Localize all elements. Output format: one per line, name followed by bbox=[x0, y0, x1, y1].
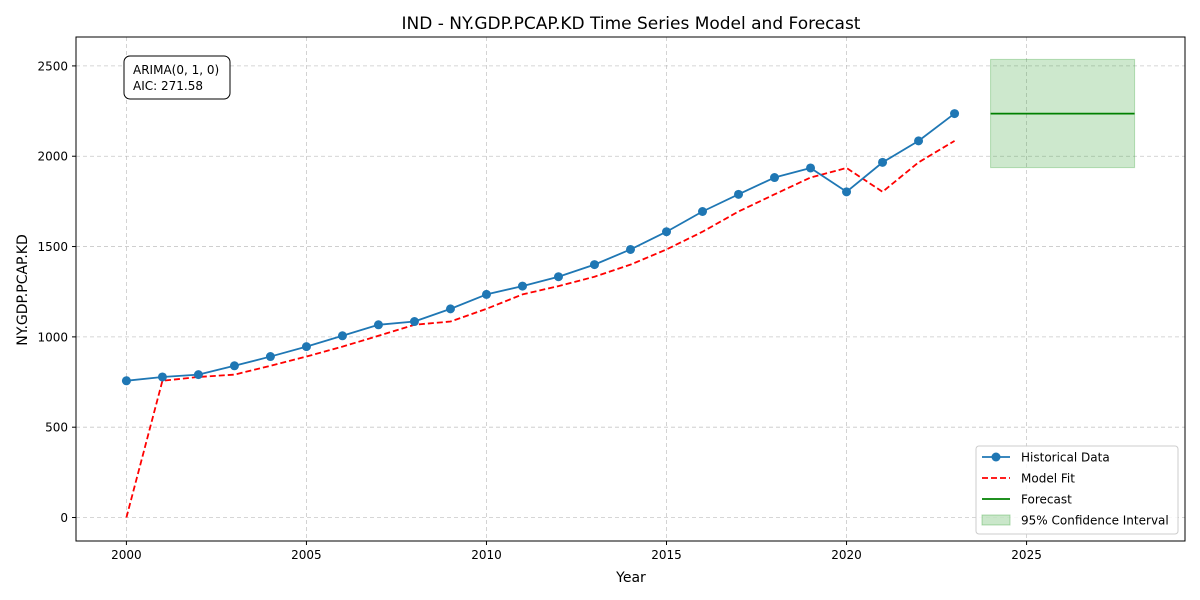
x-tick-label: 2000 bbox=[111, 548, 142, 562]
legend-label-confidence: 95% Confidence Interval bbox=[1021, 514, 1169, 528]
y-tick-label: 2500 bbox=[37, 59, 68, 73]
x-tick-label: 2010 bbox=[471, 548, 502, 562]
series-line-model-fit bbox=[125, 140, 956, 518]
legend-label-historical: Historical Data bbox=[1021, 451, 1110, 465]
x-axis-label: Year bbox=[615, 570, 646, 586]
historical-data-point bbox=[698, 207, 708, 217]
series-layer bbox=[121, 109, 1135, 518]
legend-marker-historical bbox=[991, 452, 1001, 462]
historical-data-point bbox=[770, 173, 780, 183]
historical-data-point bbox=[734, 189, 744, 199]
y-axis-label: NY.GDP.PCAP.KD bbox=[15, 234, 31, 345]
x-tick-label: 2005 bbox=[291, 548, 322, 562]
y-tick-label: 1500 bbox=[37, 240, 68, 254]
y-tick-label: 0 bbox=[60, 511, 68, 525]
historical-data-point bbox=[950, 109, 960, 119]
historical-data-point bbox=[301, 342, 311, 352]
historical-data-point bbox=[517, 281, 527, 291]
historical-data-point bbox=[337, 331, 347, 341]
historical-data-point bbox=[409, 317, 419, 327]
historical-data-point bbox=[662, 227, 672, 237]
legend-item-model-fit: Model Fit bbox=[982, 472, 1075, 486]
historical-data-point bbox=[842, 187, 852, 197]
legend-label-model-fit: Model Fit bbox=[1021, 472, 1075, 486]
historical-data-point bbox=[626, 244, 635, 254]
model-info-box: ARIMA(0, 1, 0) AIC: 271.58 bbox=[123, 55, 231, 100]
legend-label-forecast: Forecast bbox=[1021, 493, 1072, 507]
legend-swatch-confidence bbox=[981, 514, 1011, 526]
historical-data-point bbox=[157, 372, 167, 382]
historical-data-point bbox=[121, 376, 131, 386]
historical-data-point bbox=[229, 361, 239, 371]
historical-data-point bbox=[481, 289, 491, 299]
plot-frame bbox=[75, 36, 1186, 542]
chart-title: IND - NY.GDP.PCAP.KD Time Series Model a… bbox=[402, 14, 861, 34]
x-tick-label: 2020 bbox=[831, 548, 862, 562]
tick-layer: 2000 2005 2010 2015 2020 2025 0 500 1000 1500 2000… bbox=[37, 59, 1041, 562]
historical-data-point bbox=[373, 320, 383, 330]
model-info-frame bbox=[123, 55, 231, 100]
legend-item-forecast: Forecast bbox=[982, 493, 1072, 507]
historical-data-point bbox=[589, 260, 599, 270]
x-tick-label: 2015 bbox=[651, 548, 682, 562]
model-aic-text: AIC: 271.58 bbox=[133, 79, 203, 93]
historical-data-point bbox=[806, 163, 816, 173]
x-tick-label: 2025 bbox=[1011, 548, 1042, 562]
y-tick-label: 1000 bbox=[37, 330, 68, 344]
legend: Historical Data Model Fit Forecast 95% C… bbox=[975, 445, 1179, 535]
y-tick-label: 500 bbox=[45, 421, 68, 435]
historical-data-point bbox=[445, 304, 455, 314]
legend-item-confidence: 95% Confidence Interval bbox=[981, 514, 1169, 528]
historical-data-point bbox=[193, 370, 203, 380]
historical-data-point bbox=[914, 136, 924, 146]
series-line-historical-data bbox=[126, 112, 956, 382]
historical-data-point bbox=[553, 272, 563, 282]
y-tick-label: 2000 bbox=[37, 150, 68, 164]
historical-data-point bbox=[878, 157, 888, 167]
model-order-text: ARIMA(0, 1, 0) bbox=[133, 63, 219, 77]
historical-data-point bbox=[265, 352, 275, 362]
legend-frame bbox=[975, 445, 1179, 535]
legend-item-historical: Historical Data bbox=[982, 451, 1110, 465]
